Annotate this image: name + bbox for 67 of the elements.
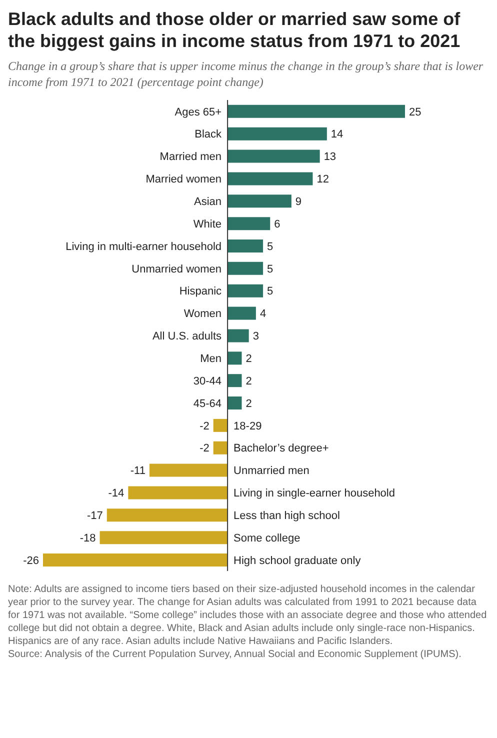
bar xyxy=(228,262,264,275)
bar xyxy=(106,508,228,522)
bar xyxy=(228,396,242,410)
y-tick-label: Married women xyxy=(146,174,222,186)
y-tick-label: Black xyxy=(194,128,222,141)
data-label: 14 xyxy=(330,128,344,141)
data-label: 2 xyxy=(246,398,252,410)
bar xyxy=(228,240,264,253)
data-label: 4 xyxy=(260,308,266,320)
bar xyxy=(228,194,292,208)
y-tick-label: All U.S. adults xyxy=(152,330,222,343)
bar xyxy=(228,172,313,186)
data-label: 25 xyxy=(409,106,422,118)
bar xyxy=(228,329,249,342)
data-label: 5 xyxy=(267,240,274,253)
y-tick-label: Unmarried women xyxy=(132,263,222,276)
bar xyxy=(213,441,228,454)
bar xyxy=(43,554,228,567)
bar xyxy=(228,217,270,230)
bar xyxy=(213,418,228,432)
y-tick-label: Men xyxy=(200,353,222,365)
bar xyxy=(128,486,228,500)
data-label: 6 xyxy=(274,218,280,230)
data-label: -14 xyxy=(108,488,124,500)
data-label: -26 xyxy=(23,554,39,567)
y-tick-label: Living in multi-earner household xyxy=(66,240,222,253)
y-tick-label: 18-29 xyxy=(234,420,262,432)
y-tick-label: Less than high school xyxy=(234,510,340,522)
data-label: -2 xyxy=(200,442,210,455)
bar xyxy=(100,531,228,544)
chart-subtitle: Change in a group’s share that is upper income minus the change in the group’s share that is lower income from 1971 to 2021 (percentage point change) xyxy=(8,58,484,90)
source-note: Source: Analysis of the Current Population Survey, Annual Social and Economic Supplement (IPUMS). xyxy=(8,648,462,661)
data-label: 9 xyxy=(295,196,302,208)
data-label: 13 xyxy=(324,151,336,164)
y-tick-label: 45-64 xyxy=(193,398,222,410)
bar xyxy=(228,127,327,140)
data-label: -11 xyxy=(130,465,146,478)
y-tick-label: Women xyxy=(184,308,222,320)
data-label: -2 xyxy=(200,420,210,432)
data-label: 2 xyxy=(246,375,252,388)
y-tick-label: Ages 65+ xyxy=(174,106,222,118)
bar xyxy=(228,352,242,365)
data-label: 3 xyxy=(252,330,259,343)
y-tick-label: Bachelor’s degree+ xyxy=(234,442,329,455)
data-label: -17 xyxy=(86,510,103,522)
y-tick-label: Living in single-earner household xyxy=(234,488,395,500)
y-tick-label: White xyxy=(193,218,222,230)
y-tick-label: Asian xyxy=(194,196,222,208)
data-label: 5 xyxy=(267,286,274,298)
bar xyxy=(228,306,256,320)
y-tick-label: 30-44 xyxy=(193,375,222,388)
y-tick-label: High school graduate only xyxy=(234,554,362,567)
data-label: -18 xyxy=(80,532,96,544)
bar xyxy=(228,374,242,388)
y-tick-label: Some college xyxy=(234,532,300,544)
bar xyxy=(228,284,264,298)
bar xyxy=(228,104,405,118)
text: Note: Adults are assigned to income tiers based on their size-adjusted household incomes in the calendar year prior to the survey year. The change for Asian adults was calculated from 1991 to 2021 because data for 1971 was not available. “Some college” includes those with an associate degree and those who attended college but did not obtain a degree. White, Black and Asian adults include only single-race non-Hispanics. Hispanics are of any race. Asian adults include Native Hawaiians and Pacific Islanders. xyxy=(8,583,488,648)
y-tick-label: Married men xyxy=(160,151,222,164)
bar xyxy=(228,150,320,163)
data-label: 2 xyxy=(246,353,252,365)
y-tick-label: Hispanic xyxy=(179,286,222,298)
chart-title: Black adults and those older or married saw some of the biggest gains in income status from 1971 to 2021 xyxy=(8,8,462,52)
bar xyxy=(149,464,228,477)
data-label: 12 xyxy=(316,174,329,186)
y-tick-label: Unmarried men xyxy=(234,465,310,478)
data-label: 5 xyxy=(267,263,274,276)
